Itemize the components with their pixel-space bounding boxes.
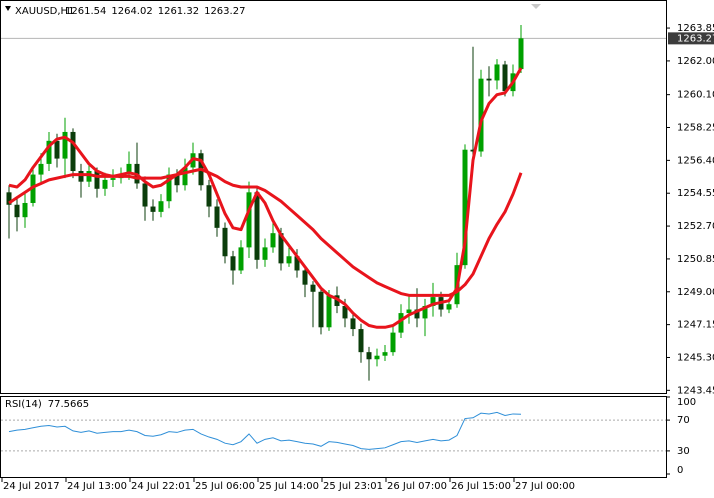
candle-body	[110, 178, 116, 180]
candle-body	[302, 270, 308, 285]
ohlc-value: 1263.27	[204, 6, 245, 17]
candle-body	[94, 171, 100, 189]
candle-body	[446, 304, 452, 310]
y-tick-label: 1245.30	[677, 352, 714, 363]
x-tick-label: 26 Jul 15:00	[451, 481, 511, 492]
candle-body	[14, 204, 20, 218]
candle-body	[166, 174, 172, 202]
candle-body	[22, 202, 28, 218]
candle-body	[206, 185, 212, 207]
symbol-arrow	[5, 6, 11, 11]
rsi-tick-label: 100	[677, 397, 696, 408]
candle-body	[54, 140, 60, 159]
candle-body	[310, 284, 316, 292]
candle-body	[238, 247, 244, 271]
candle-body	[38, 163, 44, 175]
candle-body	[126, 163, 132, 175]
candle-body	[262, 247, 268, 260]
x-tick-label: 26 Jul 07:00	[387, 481, 447, 492]
rsi-tick-label: 70	[677, 415, 690, 426]
candle-body	[222, 227, 228, 257]
candle-body	[246, 192, 252, 248]
candle-body	[398, 313, 404, 333]
x-tick-label: 24 Jul 2017	[3, 481, 60, 492]
x-tick-label: 25 Jul 23:01	[323, 481, 383, 492]
rsi-value: 77.5665	[48, 399, 89, 410]
candle-body	[86, 171, 92, 182]
candle-body	[518, 38, 524, 70]
candle-body	[406, 309, 412, 314]
y-tick-label: 1243.45	[677, 385, 714, 396]
price-panel	[0, 0, 667, 394]
candle-body	[358, 329, 364, 353]
moving-average	[8, 167, 523, 297]
candle-body	[422, 305, 428, 319]
candle-body	[342, 305, 348, 319]
rsi-line	[8, 411, 522, 450]
y-tick-label: 1254.55	[677, 188, 714, 199]
candle-body	[494, 64, 500, 81]
y-tick-label: 1258.25	[677, 123, 714, 134]
y-tick-label: 1260.10	[677, 90, 714, 101]
candle-body	[318, 291, 324, 328]
rsi-panel	[0, 396, 667, 478]
candle-body	[230, 256, 236, 271]
candle-body	[158, 201, 164, 212]
candle-body	[182, 167, 188, 186]
y-tick-label: 1249.00	[677, 287, 714, 298]
rsi-tick-label: 30	[677, 446, 690, 457]
candle-body	[142, 183, 148, 207]
candle-body	[174, 174, 180, 186]
y-tick-label: 1250.85	[677, 254, 714, 265]
candle-body	[390, 332, 396, 353]
x-tick-label: 25 Jul 14:00	[259, 481, 319, 492]
candle-body	[414, 309, 420, 319]
y-tick-label: 1247.15	[677, 320, 714, 331]
candle-body	[278, 233, 284, 264]
candle-body	[270, 233, 276, 248]
candle-body	[254, 192, 260, 260]
price-box-label: 1263.27	[677, 33, 714, 44]
candle-body	[350, 318, 356, 330]
candle-body	[70, 131, 76, 172]
candle-body	[462, 149, 468, 266]
candle-body	[430, 297, 436, 306]
candle-body	[470, 149, 476, 152]
moving-average	[8, 67, 523, 329]
rsi-tick-label: 0	[677, 465, 683, 476]
chart-title: XAUUSD,H1	[15, 6, 74, 17]
candle-body	[150, 206, 156, 212]
candle-body	[486, 78, 492, 81]
y-tick-label: 1256.40	[677, 155, 714, 166]
price-box	[668, 32, 714, 45]
y-tick-label: 1252.70	[677, 221, 714, 232]
x-tick-label: 24 Jul 22:01	[131, 481, 191, 492]
x-tick-label: 27 Jul 00:00	[515, 481, 575, 492]
ohlc-value: 1261.54	[65, 6, 106, 17]
x-tick-label: 24 Jul 13:00	[67, 481, 127, 492]
candle-body	[502, 64, 508, 92]
candle-body	[6, 192, 12, 205]
candle-body	[382, 352, 388, 356]
rsi-label: RSI(14)	[5, 399, 42, 410]
candle-body	[326, 295, 332, 328]
shift-marker	[531, 4, 541, 9]
candle-body	[374, 355, 380, 360]
x-tick-label: 25 Jul 06:00	[195, 481, 255, 492]
ohlc-value: 1261.32	[158, 6, 199, 17]
y-tick-label: 1263.85	[677, 23, 714, 34]
candle-body	[478, 78, 484, 152]
candle-body	[214, 206, 220, 228]
y-tick-label: 1262.00	[677, 56, 714, 67]
candle-body	[62, 131, 68, 159]
candle-body	[102, 179, 108, 189]
candle-body	[294, 256, 300, 271]
candle-body	[78, 171, 84, 182]
ohlc-value: 1264.02	[111, 6, 152, 17]
candle-body	[46, 140, 52, 164]
candle-body	[286, 256, 292, 264]
candle-body	[366, 352, 372, 360]
